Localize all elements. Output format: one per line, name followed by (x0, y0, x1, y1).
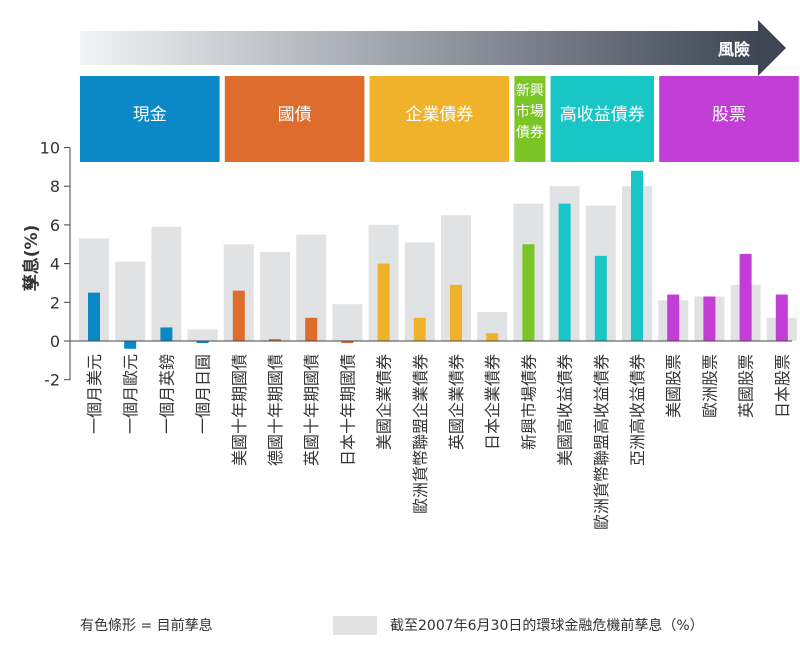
y-tick-label: 4 (50, 255, 60, 274)
current-yield-bar (160, 327, 173, 341)
current-yield-bar (594, 255, 607, 341)
x-tick-label: 美國股票 (664, 354, 683, 418)
x-tick-label: 歐洲股票 (700, 354, 719, 418)
x-tick-label: 亞洲高收益債券 (628, 354, 647, 466)
legend: 有色條形 = 目前孳息 截至2007年6月30日的環球金融危機前孳息（%） (80, 616, 704, 635)
category-box (369, 76, 510, 162)
x-tick-label: 歐洲貨幣聯盟高收益債券 (592, 354, 611, 530)
x-tick-label: 英國股票 (737, 354, 756, 418)
category-label: 國債 (278, 105, 312, 125)
pre-crisis-bar (187, 329, 218, 341)
category-label: 現金 (133, 105, 167, 125)
x-tick-label: 美國企業債券 (375, 354, 394, 450)
category-box (514, 76, 546, 162)
current-yield-bar (196, 341, 209, 343)
risk-arrow-body (80, 31, 760, 65)
x-axis-labels: 一個月美元 一個月歐元 一個月英鎊 一個月日圓 美國十年期國債 德國十年期國債 英國十年期國… (85, 354, 792, 530)
category-label: 企業債券 (405, 105, 473, 125)
current-yield-bar (739, 253, 752, 341)
x-tick-label: 英國企業債券 (447, 354, 466, 450)
pre-crisis-bar (332, 304, 363, 341)
y-tick-label: 0 (50, 332, 60, 351)
current-yield-bar (522, 244, 535, 341)
x-tick-label: 日本股票 (773, 354, 792, 418)
y-tick-label: 10 (40, 139, 60, 158)
current-yield-bar (703, 296, 716, 341)
risk-label: 風險 (718, 40, 750, 59)
category-box (224, 76, 365, 162)
category-box (550, 76, 654, 162)
legend-colored-text: 有色條形 = 目前孳息 (80, 617, 213, 634)
category-label: 股票 (712, 105, 746, 125)
x-tick-label: 一個月日圓 (194, 354, 213, 434)
category-label-line: 新興 (516, 83, 544, 99)
x-tick-label: 日本企業債券 (483, 354, 502, 450)
x-tick-label: 一個月歐元 (121, 354, 140, 434)
y-tick-label: 2 (50, 293, 60, 312)
current-yield-bar (631, 170, 643, 341)
current-yield-bar (775, 294, 788, 341)
x-tick-label: 一個月英鎊 (157, 354, 176, 434)
current-yield-bar (413, 317, 426, 341)
current-yield-bar (667, 294, 680, 341)
pre-crisis-bars (79, 186, 797, 341)
y-axis: 孳息(%) -2 0 2 4 6 8 10 (21, 139, 71, 390)
y-tick-label: -2 (44, 371, 60, 390)
current-yield-bar (305, 317, 318, 341)
category-label: 高收益債券 (560, 105, 645, 125)
category-box (659, 76, 799, 162)
current-yield-bar (124, 341, 137, 349)
x-tick-label: 日本十年期國債 (338, 354, 357, 466)
x-tick-label: 美國高收益債券 (556, 354, 575, 466)
category-label-line: 市場 (516, 103, 544, 120)
x-tick-label: 新興市場債券 (519, 354, 538, 450)
y-axis-title: 孳息(%) (21, 225, 42, 292)
pre-crisis-bar (115, 261, 146, 341)
x-tick-label: 英國十年期國債 (302, 354, 321, 466)
x-tick-label: 歐洲貨幣聯盟企業債券 (411, 354, 430, 514)
category-label-line: 債券 (516, 125, 544, 141)
y-tick-label: 6 (50, 216, 60, 235)
current-yield-bar (558, 203, 571, 341)
legend-gray-text: 截至2007年6月30日的環球金融危機前孳息（%） (390, 617, 704, 634)
y-tick-label: 8 (50, 177, 60, 196)
current-yield-bar (486, 333, 499, 341)
x-tick-label: 德國十年期國債 (266, 354, 285, 466)
category-box (80, 76, 220, 162)
current-yield-bars (88, 170, 788, 349)
current-yield-bar (377, 263, 390, 341)
x-tick-label: 美國十年期國債 (230, 354, 249, 466)
pre-crisis-bar (151, 226, 182, 341)
current-yield-bar (269, 339, 281, 342)
risk-arrow-head (758, 20, 786, 76)
pre-crisis-bar (260, 251, 290, 341)
current-yield-bar (232, 290, 245, 341)
current-yield-bar (450, 284, 462, 341)
risk-arrow: 風險 (80, 20, 786, 76)
legend-gray-swatch (333, 616, 377, 635)
current-yield-bar (88, 292, 100, 341)
x-tick-label: 一個月美元 (85, 354, 104, 434)
current-yield-bar (341, 341, 354, 343)
